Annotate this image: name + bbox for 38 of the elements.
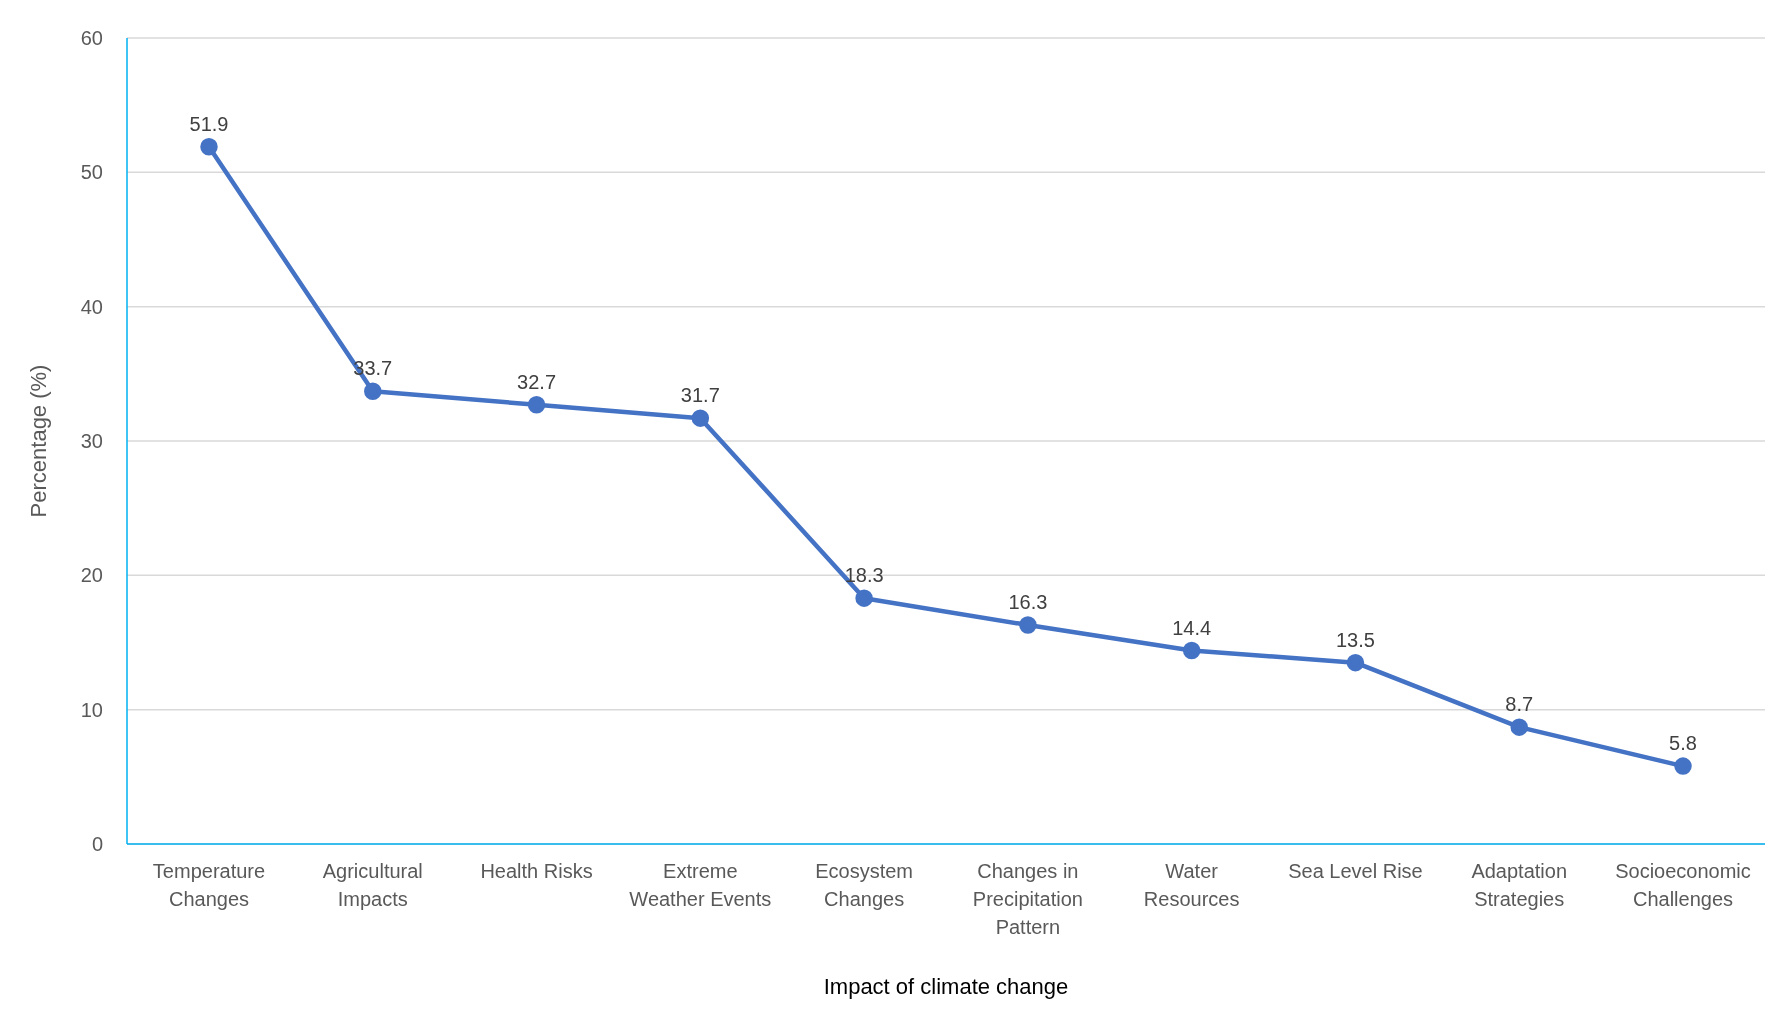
x-tick-label: Health Risks (480, 860, 593, 882)
x-tick-label: Extreme Weather Events (629, 860, 772, 910)
y-tick-label: 40 (80, 295, 103, 318)
y-tick-label: 50 (80, 161, 103, 184)
x-tick-label: Socioeconomic Challenges (1615, 860, 1751, 910)
point (1510, 718, 1528, 736)
x-tick-label: Ecosystem Changes (815, 860, 914, 910)
x-tick-label: Temperature Changes (152, 860, 266, 910)
data-label: 32.7 (517, 370, 557, 393)
point (855, 589, 873, 607)
x-tick-label: Sea Level Rise (1288, 860, 1423, 882)
x-tick-label: Water Resources (1143, 860, 1240, 910)
point (364, 382, 382, 401)
point (1182, 641, 1201, 660)
y-axis-title: Percentage (%) (25, 364, 51, 518)
data-label: 14.4 (1172, 616, 1212, 639)
data-label: 51.9 (189, 112, 229, 135)
data-label: 31.7 (680, 384, 720, 407)
data-label: 18.3 (844, 564, 884, 587)
point (200, 138, 218, 156)
data-label: 5.8 (1669, 732, 1697, 755)
y-tick-label: 20 (80, 564, 103, 587)
x-tick-label: Agricultural Impacts (322, 860, 423, 910)
x-tick-label: Adaptation Strategies (1471, 860, 1568, 910)
y-tick-label: 10 (80, 698, 103, 721)
data-label: 8.7 (1505, 693, 1534, 716)
x-axis-title: Impact of climate change (823, 974, 1069, 999)
point (1346, 653, 1365, 672)
data-label: 13.5 (1335, 628, 1375, 651)
point (1674, 757, 1692, 775)
point (1019, 616, 1037, 634)
point (691, 409, 710, 427)
y-tick-label: 0 (91, 833, 103, 856)
point (527, 395, 546, 414)
data-label: 16.3 (1008, 591, 1048, 614)
y-tick-label: 60 (80, 27, 103, 50)
y-tick-label: 30 (80, 430, 103, 453)
x-tick-label: Changes in Precipitation Pattern (972, 860, 1083, 938)
